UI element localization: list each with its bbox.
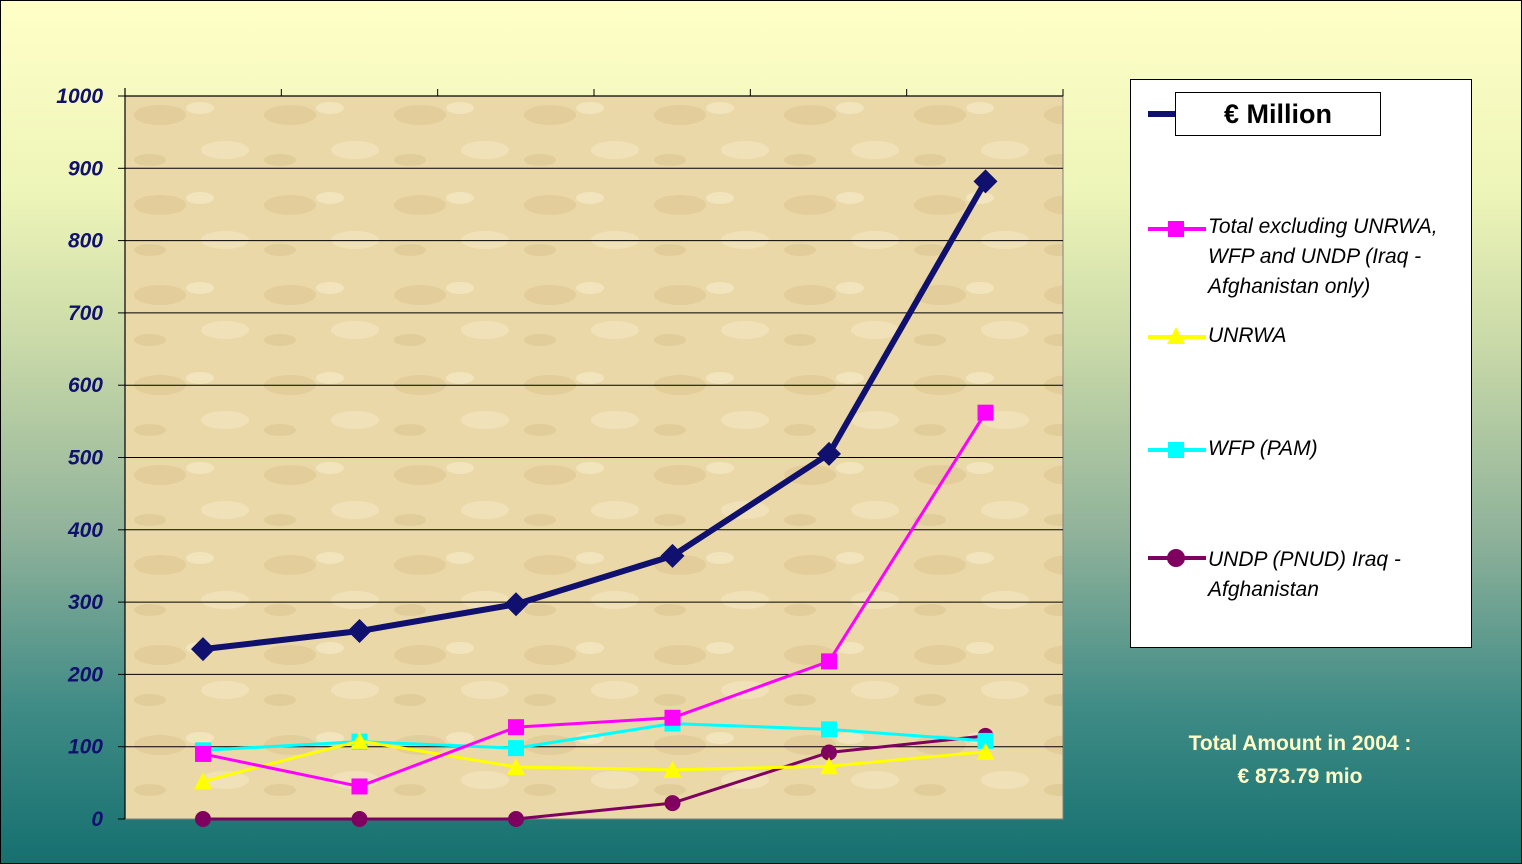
total-amount-annotation: Total Amount in 2004 : € 873.79 mio (1130, 727, 1470, 793)
legend-line-euro-million (1148, 111, 1176, 117)
y-tick-label: 800 (68, 230, 103, 253)
series-layer (191, 169, 998, 827)
data-point-square (664, 709, 681, 726)
data-point-circle (351, 811, 368, 827)
y-tick-label: 700 (68, 302, 103, 325)
series-1 (195, 404, 994, 795)
series-4 (195, 727, 994, 827)
y-tick-label: 400 (67, 519, 103, 542)
data-point-triangle (976, 742, 995, 760)
data-point-triangle (820, 757, 838, 775)
series-line (203, 734, 986, 821)
y-tick-label: 100 (68, 736, 103, 759)
data-point-square (195, 745, 211, 762)
legend-marker-square-icon (1168, 442, 1184, 458)
total-amount-line2: € 873.79 mio (1237, 765, 1363, 788)
y-tick-label: 0 (91, 808, 103, 831)
data-point-diamond (191, 637, 215, 662)
legend (1130, 79, 1472, 648)
data-point-square (351, 778, 368, 795)
data-point-triangle (194, 772, 212, 790)
data-point-circle (664, 795, 681, 812)
data-point-square (977, 404, 994, 421)
data-point-diamond (817, 441, 841, 466)
y-tick-label: 200 (67, 663, 103, 686)
series-line (202, 722, 986, 752)
y-tick-label: 1000 (56, 85, 103, 108)
data-point-diamond (973, 169, 998, 194)
data-point-circle (821, 744, 837, 761)
series-line (202, 179, 989, 653)
data-point-circle (195, 811, 211, 827)
legend-label-wfp: WFP (PAM) (1208, 437, 1318, 460)
legend-label-unrwa: UNRWA (1208, 324, 1287, 347)
series-line (202, 411, 987, 788)
data-point-triangle (507, 757, 525, 775)
series-0 (191, 169, 998, 662)
data-point-square (508, 719, 524, 736)
legend-label-undp: UNDP (PNUD) Iraq - Afghanistan (1208, 548, 1401, 601)
data-point-diamond (660, 543, 685, 568)
y-tick-label: 500 (68, 447, 103, 470)
series-2 (194, 731, 995, 790)
series-line (202, 739, 986, 783)
data-point-square (977, 732, 994, 749)
data-point-triangle (663, 760, 682, 778)
legend-label-total-excluding: Total excluding UNRWA, WFP and UNDP (Ira… (1208, 215, 1438, 298)
legend-marker-triangle-icon (1167, 327, 1185, 344)
legend-marker-square-icon (1168, 221, 1184, 237)
legend-title: € Million (1175, 92, 1381, 136)
y-tick-label: 900 (68, 157, 103, 180)
data-point-square (821, 653, 837, 670)
data-point-triangle (350, 731, 369, 749)
data-point-square (821, 721, 837, 738)
data-point-circle (508, 811, 524, 827)
data-point-diamond (347, 619, 372, 644)
axes (118, 88, 1064, 820)
total-amount-line1: Total Amount in 2004 : (1188, 732, 1412, 755)
data-point-square (508, 740, 524, 757)
data-point-diamond (504, 592, 528, 617)
y-tick-label: 600 (68, 374, 103, 397)
y-tick-label: 300 (68, 591, 103, 614)
legend-marker-circle-icon (1167, 549, 1185, 567)
